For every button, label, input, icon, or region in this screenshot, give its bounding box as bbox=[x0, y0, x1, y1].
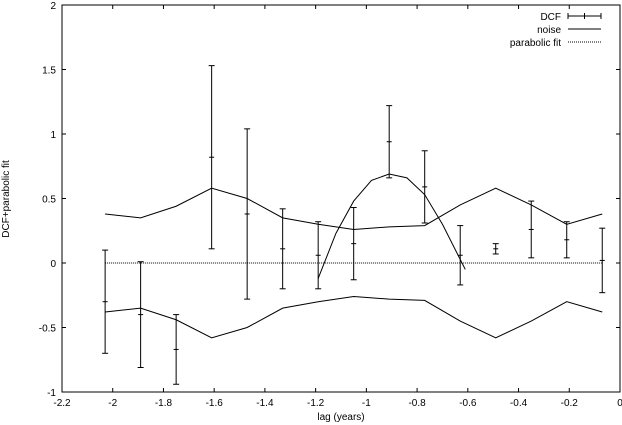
dcf-point bbox=[386, 105, 393, 179]
y-tick-label: 1 bbox=[50, 130, 56, 141]
x-axis: -2.2 -2 -1.8 -1.6 -1.4 -1.2 -1 -0.8 -0.6 -0.4 -0.2… bbox=[53, 5, 622, 409]
legend-label-parabolic-fit: parabolic fit bbox=[510, 38, 561, 49]
dcf-point bbox=[137, 261, 144, 368]
y-tick-label: 1.5 bbox=[42, 66, 56, 77]
x-tick-label: -0.6 bbox=[459, 398, 477, 409]
dcf-point bbox=[173, 314, 180, 385]
dcf-point bbox=[102, 249, 109, 354]
legend-label-noise: noise bbox=[537, 25, 561, 36]
plot-border bbox=[61, 4, 621, 393]
legend-label-dcf: DCF bbox=[540, 12, 561, 23]
x-tick-label: -1.2 bbox=[307, 398, 325, 409]
legend: DCF noise parabolic fit bbox=[510, 12, 602, 49]
y-tick-label: -0.5 bbox=[39, 324, 57, 335]
y-tick-label: 0.5 bbox=[42, 195, 56, 206]
x-tick-label: -1.8 bbox=[155, 398, 173, 409]
x-tick-label: -0.8 bbox=[408, 398, 426, 409]
dcf-point bbox=[421, 150, 428, 224]
x-tick-label: -2.2 bbox=[53, 398, 71, 409]
dcf-point bbox=[350, 207, 357, 281]
x-tick-label: -0.4 bbox=[510, 398, 528, 409]
dcf-point bbox=[315, 221, 322, 290]
y-tick-label: 2 bbox=[50, 1, 56, 12]
y-tick-label: -1 bbox=[47, 388, 56, 399]
dcf-point bbox=[492, 243, 499, 255]
dcf-point bbox=[208, 65, 215, 250]
x-tick-label: -1.4 bbox=[256, 398, 274, 409]
dcf-series bbox=[102, 65, 606, 385]
dcf-point bbox=[599, 227, 606, 294]
x-tick-label: 0 bbox=[617, 398, 622, 409]
noise-lower-line bbox=[105, 296, 603, 339]
x-tick-label: -0.2 bbox=[561, 398, 579, 409]
y-axis: -1 -0.5 0 0.5 1 1.5 2 bbox=[39, 1, 620, 399]
dcf-point bbox=[528, 200, 535, 259]
plot-frame bbox=[61, 4, 621, 393]
x-tick-label: -1 bbox=[362, 398, 371, 409]
x-tick-label: -1.6 bbox=[206, 398, 224, 409]
dcf-point bbox=[457, 225, 464, 286]
dcf-point bbox=[279, 208, 286, 290]
x-axis-title: lag (years) bbox=[317, 412, 364, 423]
dcf-point bbox=[563, 221, 570, 259]
y-axis-title: DCF+parabolic fit bbox=[1, 160, 12, 238]
x-tick-label: -2 bbox=[108, 398, 117, 409]
dcf-point bbox=[244, 128, 251, 300]
y-tick-label: 0 bbox=[50, 259, 56, 270]
